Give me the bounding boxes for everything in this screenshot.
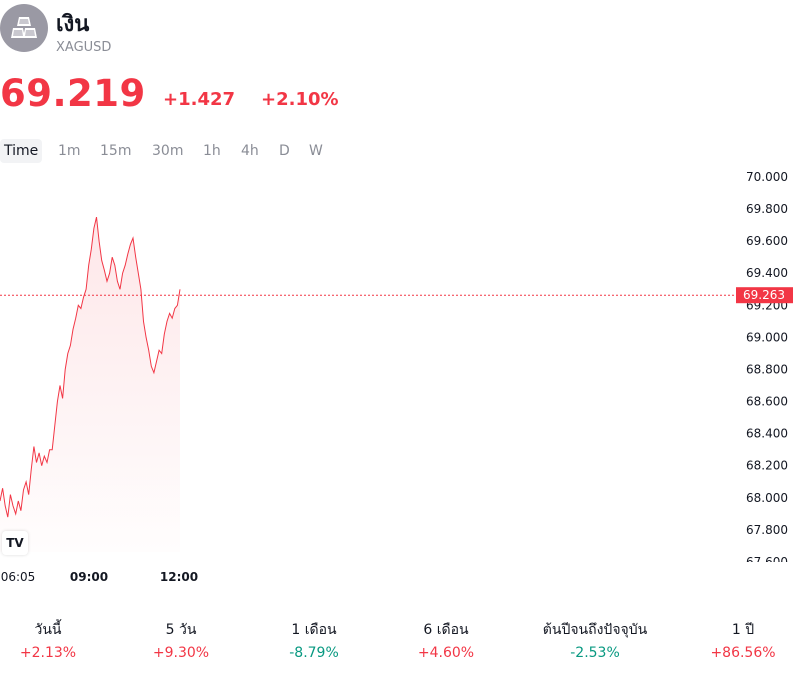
tab-w[interactable]: W	[309, 143, 323, 159]
tab-15m[interactable]: 15m	[100, 143, 132, 159]
y-tick-label: 69.400	[746, 266, 788, 280]
perf-value: +9.30%	[152, 645, 210, 661]
perf-label: 1 ปี	[731, 622, 755, 638]
y-tick-label: 68.600	[746, 395, 788, 409]
x-tick-label: 06:05	[1, 570, 36, 584]
price-chart[interactable]: 70.00069.80069.60069.40069.20069.00068.8…	[0, 165, 800, 590]
perf-6m[interactable]: 6 เดือน +4.60%	[381, 618, 511, 664]
perf-1y[interactable]: 1 ปี +86.56%	[678, 618, 800, 664]
price-change: +1.427	[163, 89, 236, 110]
perf-label: ต้นปีจนถึงปัจจุบัน	[542, 622, 648, 638]
svg-text:69.263: 69.263	[743, 288, 785, 302]
perf-5d[interactable]: 5 วัน +9.30%	[116, 618, 246, 664]
perf-label: 6 เดือน	[423, 622, 469, 638]
y-tick-label: 70.000	[746, 170, 788, 184]
y-tick-label: 69.000	[746, 330, 788, 344]
performance-bar: วันนี้ +2.13% 5 วัน +9.30% 1 เดือน -8.79…	[0, 618, 800, 668]
y-tick-label: 68.800	[746, 363, 788, 377]
perf-value: -8.79%	[289, 645, 339, 661]
y-tick-label: 68.400	[746, 427, 788, 441]
perf-label: 5 วัน	[165, 622, 197, 638]
price-line	[0, 216, 181, 518]
y-tick-label: 67.600	[746, 555, 788, 569]
x-tick-label: 09:00	[70, 570, 108, 584]
last-price-tag: 69.263	[736, 287, 793, 304]
perf-value: +86.56%	[710, 645, 776, 661]
y-tick-label: 67.800	[746, 523, 788, 537]
last-price: 69.219	[0, 72, 146, 115]
symbol-ticker: XAGUSD	[56, 40, 112, 55]
perf-value: +2.13%	[19, 645, 77, 661]
y-tick-label: 68.200	[746, 459, 788, 473]
perf-ytd[interactable]: ต้นปีจนถึงปัจจุบัน -2.53%	[530, 618, 660, 664]
tab-1h[interactable]: 1h	[203, 143, 221, 159]
perf-label: วันนี้	[34, 622, 62, 638]
silver-bars-icon	[0, 4, 48, 52]
x-tick-label: 12:00	[160, 570, 198, 584]
perf-value: +4.60%	[417, 645, 475, 661]
perf-today[interactable]: วันนี้ +2.13%	[0, 618, 113, 664]
symbol-name: เงิน	[56, 12, 90, 37]
y-tick-label: 68.000	[746, 491, 788, 505]
price-area-fill	[0, 217, 180, 552]
perf-label: 1 เดือน	[291, 622, 337, 638]
y-tick-label: 69.600	[746, 234, 788, 248]
price-change-percent: +2.10%	[261, 89, 339, 110]
tab-30m[interactable]: 30m	[152, 143, 184, 159]
tradingview-logo[interactable]: TV	[2, 531, 28, 555]
perf-value: -2.53%	[570, 645, 620, 661]
tab-time[interactable]: Time	[0, 139, 43, 163]
y-tick-label: 69.800	[746, 202, 788, 216]
tab-d[interactable]: D	[279, 143, 290, 159]
perf-1m[interactable]: 1 เดือน -8.79%	[249, 618, 379, 664]
tab-4h[interactable]: 4h	[241, 143, 259, 159]
tab-1m[interactable]: 1m	[58, 143, 81, 159]
